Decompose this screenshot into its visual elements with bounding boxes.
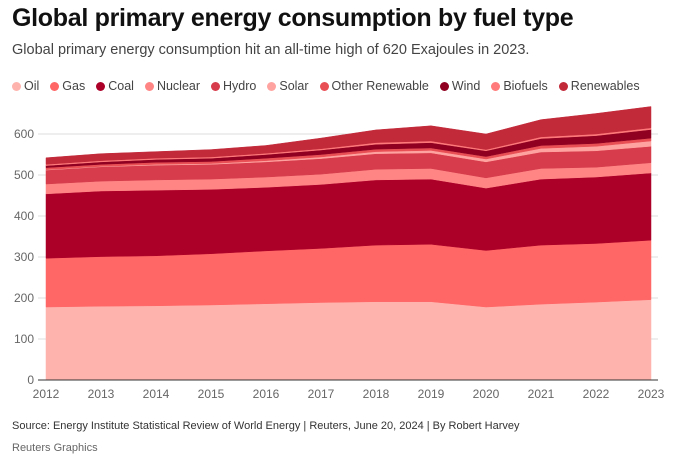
legend-label: Renewables: [570, 79, 640, 93]
legend: Oil Gas Coal Nuclear Hydro Solar Other Renewab…: [12, 79, 640, 93]
legend-item: Wind: [439, 79, 481, 93]
legend-swatch: [211, 81, 221, 91]
y-tick-label: 0: [27, 373, 34, 387]
legend-item: Other Renewable: [319, 79, 429, 93]
x-tick-label: 2023: [638, 387, 665, 401]
legend-swatch: [96, 81, 106, 91]
y-tick-label: 200: [14, 291, 34, 305]
source-note: Source: Energy Institute Statistical Rev…: [12, 420, 520, 432]
legend-swatch: [50, 81, 60, 91]
legend-swatch: [267, 81, 277, 91]
legend-swatch: [558, 81, 568, 91]
legend-label: Solar: [279, 79, 309, 93]
legend-label: Biofuels: [503, 79, 548, 93]
legend-item: Biofuels: [491, 79, 548, 93]
x-tick-label: 2016: [253, 387, 280, 401]
legend-label: Nuclear: [156, 79, 201, 93]
y-tick-label: 100: [14, 332, 34, 346]
x-tick-label: 2014: [143, 387, 170, 401]
x-tick-label: 2018: [363, 387, 390, 401]
legend-swatch: [144, 81, 154, 91]
chart-title: Global primary energy consumption by fue…: [12, 4, 574, 32]
x-tick-label: 2019: [418, 387, 445, 401]
x-tick-label: 2012: [33, 387, 60, 401]
credit: Reuters Graphics: [12, 442, 98, 454]
legend-item: Gas: [50, 79, 85, 93]
legend-item: Oil: [12, 79, 39, 93]
x-tick-label: 2015: [198, 387, 225, 401]
legend-item: Nuclear: [144, 79, 201, 93]
legend-label: Hydro: [223, 79, 257, 93]
area-oil: [45, 299, 652, 381]
x-tick-label: 2020: [473, 387, 500, 401]
x-tick-label: 2022: [583, 387, 610, 401]
legend-label: Oil: [24, 79, 40, 93]
y-tick-label: 500: [14, 168, 34, 182]
legend-swatch: [12, 81, 21, 91]
legend-item: Solar: [267, 79, 309, 93]
x-tick-label: 2021: [528, 387, 555, 401]
legend-label: Gas: [62, 79, 86, 93]
legend-swatch: [319, 81, 329, 91]
legend-item: Coal: [96, 79, 134, 93]
x-tick-label: 2013: [88, 387, 115, 401]
legend-swatch: [439, 81, 449, 91]
y-tick-label: 400: [14, 209, 34, 223]
legend-label: Wind: [451, 79, 481, 93]
y-tick-label: 300: [14, 250, 34, 264]
legend-swatch: [491, 81, 501, 91]
legend-item: Renewables: [558, 79, 640, 93]
y-tick-label: 600: [14, 127, 34, 141]
legend-label: Coal: [108, 79, 134, 93]
legend-item: Hydro: [211, 79, 256, 93]
chart-subtitle: Global primary energy consumption hit an…: [12, 42, 530, 58]
x-tick-label: 2017: [308, 387, 335, 401]
legend-label: Other Renewable: [331, 79, 429, 93]
area-renewables: [45, 106, 652, 165]
area-chart: 0 100 200 300 400 500 600 2012 2013 2014 2015 2016 2…: [14, 106, 665, 401]
